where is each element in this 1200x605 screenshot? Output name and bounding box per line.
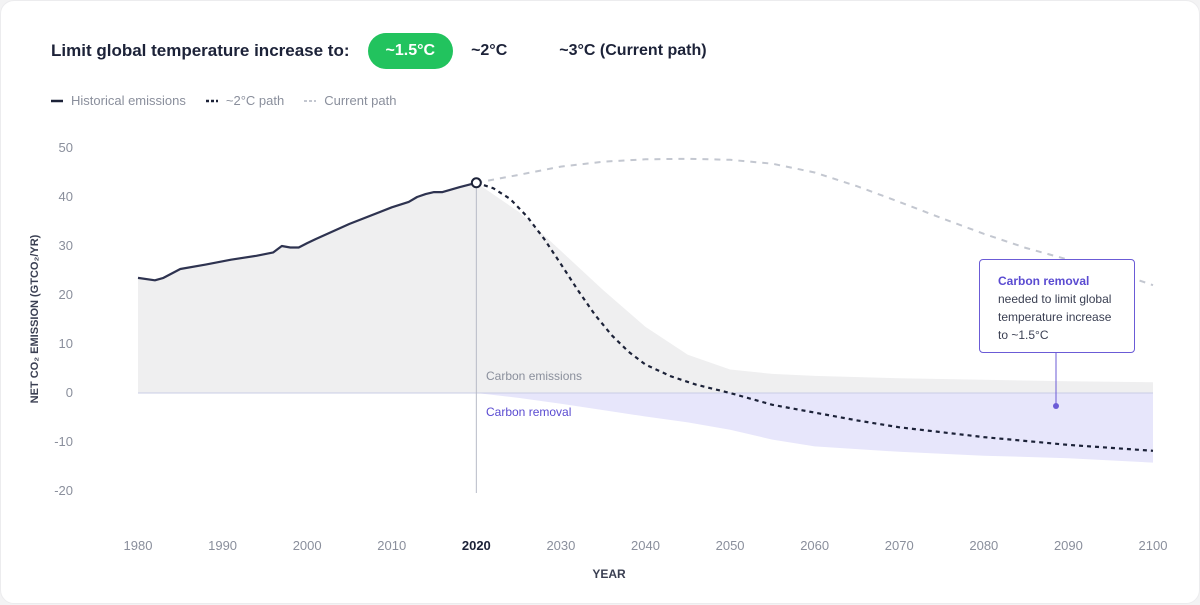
y-tick-labels: 50 40 30 20 10 0 -10 -20 (54, 140, 73, 498)
option-3c[interactable]: ~3°C (Current path) (559, 42, 707, 59)
callout-highlight: Carbon removal (998, 274, 1090, 288)
historical-emissions-line (137, 181, 477, 282)
y-tick-label: 20 (59, 287, 73, 302)
x-tick-label: 2020 (462, 538, 491, 553)
carbon-removal-area (476, 393, 1153, 463)
x-axis-label: YEAR (592, 567, 626, 581)
chart-legend: Historical emissions ~2°C path Current p… (51, 93, 416, 108)
x-tick-label: 2050 (716, 538, 745, 553)
x-tick-label: 2080 (969, 538, 998, 553)
areas-layer (138, 182, 1153, 463)
x-tick-label: 1990 (208, 538, 237, 553)
legend-current-path-label: Current path (324, 93, 397, 108)
y-tick-label: -20 (54, 483, 73, 498)
legend-solid-line-icon (51, 99, 63, 102)
historical-area (138, 182, 477, 393)
legend-two-degree: ~2°C path (205, 93, 285, 108)
legend-current-path: Current path (304, 93, 396, 108)
y-tick-label: 30 (59, 238, 73, 253)
y-axis-label: NET CO₂ EMISSION (GTCO₂/YR) (29, 234, 41, 403)
callout-text: needed to limit global temperature incre… (998, 292, 1112, 342)
option-1-5c[interactable]: ~1.5°C (367, 33, 454, 69)
y-tick-label: 10 (59, 336, 73, 351)
x-tick-labels: 1980 1990 2000 2010 2020 2030 2040 2050 2060 2070… (124, 538, 1168, 553)
x-tick-label: 2060 (800, 538, 829, 553)
x-tick-label: 2100 (1139, 538, 1168, 553)
x-tick-label: 2040 (631, 538, 660, 553)
x-tick-label: 2070 (885, 538, 914, 553)
legend-two-degree-label: ~2°C path (225, 93, 285, 108)
x-tick-label: 2030 (546, 538, 575, 553)
carbon-emissions-label: Carbon emissions (486, 369, 582, 383)
legend-light-dashed-line-icon (304, 99, 317, 102)
y-tick-label: 50 (59, 140, 73, 155)
year-2020-marker (470, 177, 482, 189)
y-tick-label: 0 (66, 385, 73, 400)
y-tick-label: -10 (54, 434, 73, 449)
carbon-emissions-area (476, 182, 1153, 393)
lines-layer (137, 157, 1154, 452)
temperature-selector: Limit global temperature increase to: ~1… (51, 33, 725, 69)
option-2c[interactable]: ~2°C (471, 42, 508, 59)
legend-historical-label: Historical emissions (71, 93, 186, 108)
callout-dot (1053, 403, 1059, 409)
x-tick-label: 2010 (377, 538, 406, 553)
carbon-removal-label: Carbon removal (486, 405, 571, 419)
y-tick-label: 40 (59, 189, 73, 204)
current-path-line (476, 157, 1154, 287)
x-tick-label: 1980 (124, 538, 153, 553)
carbon-removal-callout: Carbon removal needed to limit global te… (979, 259, 1135, 353)
x-tick-label: 2000 (293, 538, 322, 553)
x-tick-label: 2090 (1054, 538, 1083, 553)
legend-dashed-line-icon (205, 99, 218, 102)
legend-historical: Historical emissions (51, 93, 186, 108)
selector-title: Limit global temperature increase to: (51, 41, 350, 60)
